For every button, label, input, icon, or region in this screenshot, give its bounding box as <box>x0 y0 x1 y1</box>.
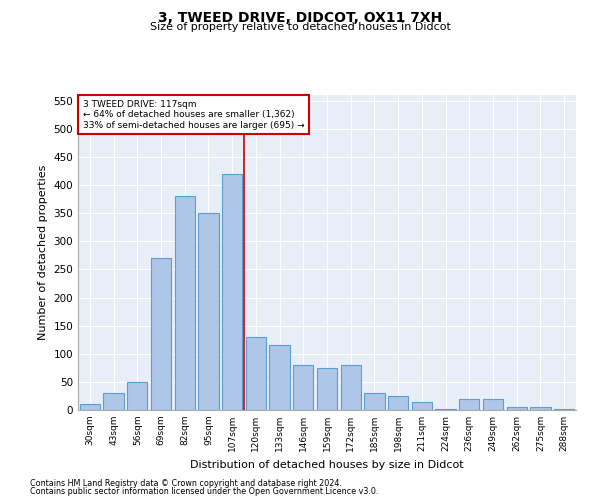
Bar <box>317 368 337 410</box>
Bar <box>506 407 527 410</box>
Bar <box>436 409 455 410</box>
Bar <box>364 393 385 410</box>
Bar <box>151 258 171 410</box>
Text: Size of property relative to detached houses in Didcot: Size of property relative to detached ho… <box>149 22 451 32</box>
Bar <box>127 382 148 410</box>
Text: Contains public sector information licensed under the Open Government Licence v3: Contains public sector information licen… <box>30 487 379 496</box>
Text: 3 TWEED DRIVE: 117sqm
← 64% of detached houses are smaller (1,362)
33% of semi-d: 3 TWEED DRIVE: 117sqm ← 64% of detached … <box>83 100 305 130</box>
Bar <box>459 399 479 410</box>
Bar <box>388 396 408 410</box>
Bar <box>293 365 313 410</box>
Bar <box>175 196 195 410</box>
Text: Contains HM Land Registry data © Crown copyright and database right 2024.: Contains HM Land Registry data © Crown c… <box>30 478 342 488</box>
Bar <box>199 213 218 410</box>
Y-axis label: Number of detached properties: Number of detached properties <box>38 165 48 340</box>
Bar <box>246 337 266 410</box>
Bar <box>80 404 100 410</box>
Bar <box>412 402 432 410</box>
Bar <box>554 409 574 410</box>
Text: 3, TWEED DRIVE, DIDCOT, OX11 7XH: 3, TWEED DRIVE, DIDCOT, OX11 7XH <box>158 11 442 25</box>
Bar <box>530 407 551 410</box>
X-axis label: Distribution of detached houses by size in Didcot: Distribution of detached houses by size … <box>190 460 464 469</box>
Bar <box>269 346 290 410</box>
Bar <box>483 399 503 410</box>
Bar <box>222 174 242 410</box>
Bar <box>341 365 361 410</box>
Bar <box>103 393 124 410</box>
